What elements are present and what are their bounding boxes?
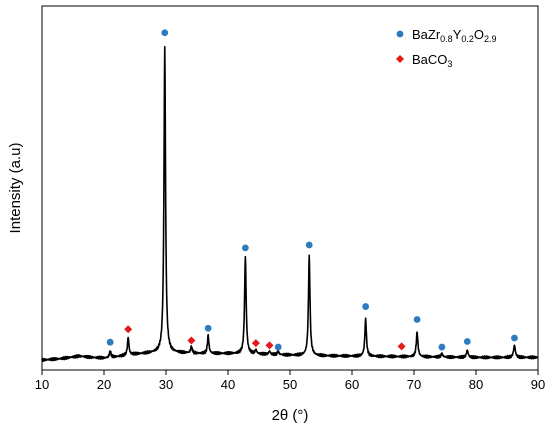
x-tick-label-80: 80 — [469, 377, 483, 392]
bazryo-marker — [106, 338, 114, 346]
x-tick-label-30: 30 — [159, 377, 173, 392]
bazryo-marker — [274, 343, 282, 351]
x-tick-label-90: 90 — [531, 377, 545, 392]
x-axis-label: 2θ (°) — [272, 407, 309, 424]
bazryo-marker — [413, 316, 421, 323]
x-tick-label-20: 20 — [97, 377, 111, 392]
x-axis-ticks — [41, 370, 539, 375]
legend-marker-1 — [396, 30, 404, 38]
baco3-marker — [251, 339, 260, 348]
bazryo-marker — [241, 244, 249, 252]
x-tick-label-70: 70 — [407, 377, 421, 392]
bazryo-marker — [511, 334, 518, 342]
plot-frame — [41, 5, 539, 371]
xrd-pattern-line — [41, 45, 539, 362]
legend-marker-2 — [396, 55, 404, 63]
baco3-marker — [187, 336, 196, 345]
x-tick-label-60: 60 — [345, 377, 359, 392]
x-tick-label-50: 50 — [283, 377, 297, 392]
legend: BaZr0.8Y0.2O2.9 BaCO3 — [396, 27, 497, 69]
baco3-marker — [124, 325, 133, 334]
x-tick-label-10: 10 — [35, 377, 49, 392]
baco3-marker — [265, 341, 274, 350]
bazryo-marker — [438, 343, 446, 351]
bazryo-marker — [463, 338, 471, 345]
x-axis-tick-labels: 10 20 30 40 50 60 70 80 90 — [35, 377, 545, 392]
bazryo-marker — [362, 303, 370, 310]
bazryo-marker — [161, 29, 169, 37]
y-axis-label: Intensity (a.u) — [7, 143, 24, 234]
bazryo-marker — [204, 324, 212, 332]
bazryo-marker — [305, 241, 313, 249]
baco3-marker — [397, 342, 406, 351]
peak-markers — [106, 29, 518, 351]
x-tick-label-40: 40 — [221, 377, 235, 392]
legend-label-1: BaZr0.8Y0.2O2.9 — [412, 27, 497, 44]
legend-label-2: BaCO3 — [412, 52, 452, 69]
